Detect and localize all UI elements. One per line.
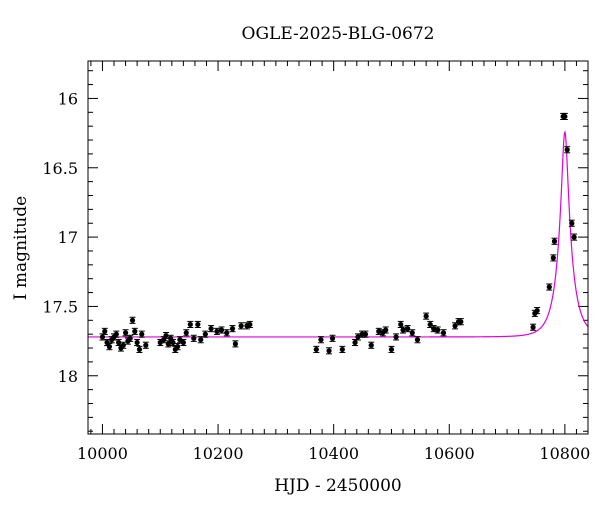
data-point [458, 319, 464, 325]
data-point [170, 339, 176, 346]
data-point [393, 334, 399, 340]
y-tick-label: 16.5 [42, 159, 78, 178]
plot-frame [87, 60, 589, 435]
data-point [368, 342, 374, 348]
data-point [452, 323, 458, 329]
data-point [99, 334, 106, 340]
data-point [352, 339, 358, 346]
data-point [218, 327, 225, 333]
data-point [530, 324, 536, 330]
data-point [143, 342, 149, 348]
x-tick-labels: 10000 10200 10400 10600 10800 [77, 444, 590, 463]
data-point [102, 328, 108, 334]
data-point [187, 321, 193, 328]
y-tick-labels: 16 16.5 17 17.5 18 [42, 89, 78, 385]
data-point [106, 344, 112, 350]
data-point [326, 348, 332, 354]
x-tick-label: 10800 [539, 444, 590, 463]
data-point [116, 339, 122, 346]
data-points [99, 112, 578, 355]
y-tick-label: 16 [58, 89, 78, 108]
data-point [409, 330, 415, 336]
y-major-ticks [88, 97, 588, 377]
data-point [132, 328, 138, 334]
data-point [423, 313, 429, 319]
data-point [134, 339, 140, 346]
x-tick-label: 10200 [193, 444, 244, 463]
data-point [238, 323, 244, 329]
data-point [383, 327, 389, 333]
data-point [229, 326, 236, 332]
data-point [571, 234, 577, 240]
data-point [208, 326, 214, 332]
data-point [232, 341, 238, 347]
data-point [329, 335, 336, 341]
x-minor-ticks [90, 61, 589, 434]
data-point [562, 113, 568, 120]
data-point [129, 317, 136, 323]
data-point [120, 342, 126, 348]
data-point [224, 330, 230, 336]
data-point [157, 339, 163, 346]
data-point [427, 321, 433, 328]
model-curve [88, 130, 589, 338]
data-point [550, 255, 556, 261]
data-point [440, 330, 447, 336]
y-tick-label: 18 [58, 367, 78, 386]
data-point [214, 328, 220, 334]
data-point [165, 341, 171, 347]
y-tick-label: 17 [58, 228, 78, 247]
data-point [339, 346, 345, 353]
data-point [398, 321, 404, 328]
data-point [551, 238, 558, 244]
data-point [435, 327, 441, 333]
y-axis-label: I magnitude [11, 196, 31, 300]
data-point [400, 327, 406, 333]
data-point [174, 344, 181, 350]
data-point [183, 330, 189, 336]
data-point [139, 331, 145, 337]
data-point [202, 331, 208, 337]
data-point [546, 284, 552, 290]
data-point [113, 331, 119, 337]
data-point [313, 346, 319, 353]
data-point [388, 346, 395, 353]
data-point [318, 337, 324, 343]
data-point [247, 321, 253, 328]
x-tick-label: 10000 [77, 444, 128, 463]
y-tick-label: 17.5 [42, 297, 78, 316]
data-point [569, 220, 575, 226]
data-point [534, 307, 540, 314]
data-point [414, 337, 421, 343]
data-point [127, 335, 133, 341]
data-point [180, 339, 186, 346]
data-point [191, 335, 197, 341]
x-major-ticks [101, 61, 566, 434]
y-minor-ticks [88, 70, 588, 432]
data-point [136, 346, 143, 353]
data-point [362, 331, 369, 337]
data-point [405, 326, 411, 332]
data-point [177, 337, 183, 343]
data-point [122, 330, 129, 336]
data-point [195, 321, 201, 328]
data-point [355, 334, 361, 340]
data-point [198, 337, 204, 343]
x-tick-label: 10400 [308, 444, 359, 463]
data-point [163, 332, 169, 339]
plot-area: 10000 10200 10400 10600 10800 16 16.5 17 17.5 18 [42, 60, 590, 463]
chart-title: OGLE-2025-BLG-0672 [242, 24, 435, 44]
x-tick-label: 10600 [424, 444, 475, 463]
data-point [564, 147, 570, 153]
x-axis-label: HJD - 2450000 [274, 476, 402, 496]
